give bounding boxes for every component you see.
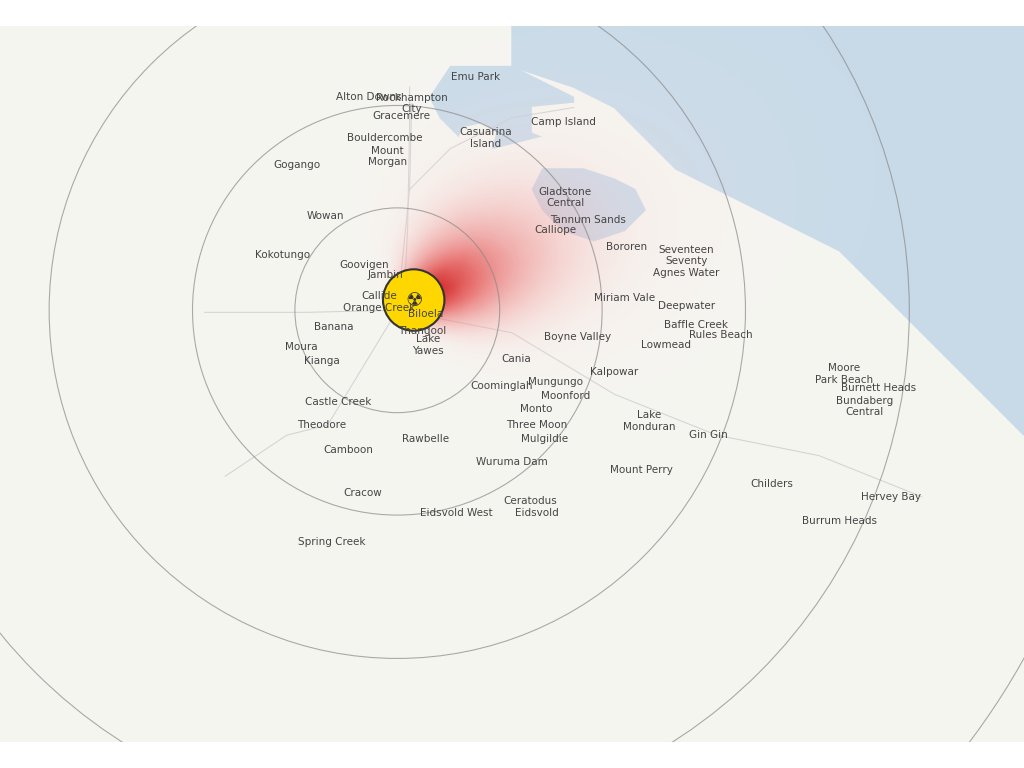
Text: Gogango: Gogango: [273, 160, 321, 170]
Text: Cracow: Cracow: [343, 488, 382, 498]
Text: Childers: Childers: [751, 479, 794, 489]
Text: ☢: ☢: [404, 290, 423, 310]
Text: Burnett Heads: Burnett Heads: [841, 383, 916, 393]
Text: Mount Perry: Mount Perry: [609, 465, 673, 475]
Text: Moore
Park Beach: Moore Park Beach: [815, 363, 872, 385]
Text: Tannum Sands: Tannum Sands: [550, 215, 626, 225]
Text: Alton Downs: Alton Downs: [336, 92, 401, 102]
Text: Kianga: Kianga: [304, 356, 339, 366]
Polygon shape: [430, 67, 573, 148]
Text: Biloela: Biloela: [408, 310, 442, 319]
Text: Jambin: Jambin: [368, 270, 402, 280]
Text: Lake
Yawes: Lake Yawes: [413, 334, 443, 356]
Text: Goovigen: Goovigen: [340, 260, 389, 270]
Text: Mungungo: Mungungo: [527, 377, 583, 387]
Text: Spring Creek: Spring Creek: [298, 537, 366, 547]
Text: Seventeen
Seventy
Agnes Water: Seventeen Seventy Agnes Water: [653, 244, 719, 278]
Text: Casuarina
Island: Casuarina Island: [459, 127, 512, 149]
Text: Ceratodus: Ceratodus: [504, 495, 557, 506]
Polygon shape: [532, 169, 645, 240]
Text: Kalpowar: Kalpowar: [590, 366, 639, 377]
Text: Wowan: Wowan: [307, 211, 344, 221]
Text: Bororen: Bororen: [606, 242, 647, 252]
Text: Boyne Valley: Boyne Valley: [544, 332, 611, 342]
Text: Eidsvold: Eidsvold: [515, 508, 558, 518]
Text: Coominglah: Coominglah: [470, 381, 534, 391]
Text: Mulgildie: Mulgildie: [521, 434, 568, 445]
Text: Moonford: Moonford: [541, 391, 590, 402]
Text: Camp Island: Camp Island: [530, 117, 596, 127]
Text: Gladstone
Central: Gladstone Central: [539, 187, 592, 208]
Text: Cania: Cania: [501, 354, 531, 365]
Text: Emu Park: Emu Park: [451, 71, 500, 82]
Text: Theodore: Theodore: [297, 420, 346, 430]
Text: Burrum Heads: Burrum Heads: [802, 516, 878, 526]
Text: Lowmead: Lowmead: [641, 340, 690, 350]
Text: Wuruma Dam: Wuruma Dam: [476, 457, 548, 467]
Text: Eidsvold West: Eidsvold West: [421, 508, 493, 518]
Text: Banana: Banana: [314, 322, 353, 332]
Text: Rawbelle: Rawbelle: [402, 434, 450, 445]
Text: Three Moon: Three Moon: [506, 420, 567, 430]
Text: Kokotungo: Kokotungo: [255, 250, 310, 260]
Polygon shape: [457, 124, 496, 153]
Text: Bouldercombe: Bouldercombe: [347, 133, 423, 144]
Text: Baffle Creek: Baffle Creek: [665, 319, 728, 329]
Text: Monto: Monto: [520, 403, 553, 414]
Text: Calliope: Calliope: [534, 225, 577, 236]
Text: Mount
Morgan: Mount Morgan: [368, 146, 407, 167]
Text: Moura: Moura: [285, 342, 317, 353]
Text: Gracemere: Gracemere: [373, 111, 430, 121]
Text: Rockhampton
City: Rockhampton City: [376, 93, 447, 114]
Text: Castle Creek: Castle Creek: [305, 397, 371, 408]
Text: Callide
Orange Creek: Callide Orange Creek: [343, 291, 415, 313]
Text: Bundaberg
Central: Bundaberg Central: [836, 396, 893, 417]
Text: Miriam Vale: Miriam Vale: [594, 293, 655, 303]
Polygon shape: [532, 104, 604, 144]
Text: Lake
Monduran: Lake Monduran: [623, 410, 676, 432]
Text: Deepwater: Deepwater: [657, 301, 715, 311]
Polygon shape: [512, 25, 1024, 435]
Text: Thangool: Thangool: [397, 326, 446, 336]
Text: Hervey Bay: Hervey Bay: [861, 492, 921, 502]
Text: Rules Beach: Rules Beach: [689, 329, 753, 340]
Circle shape: [383, 270, 444, 331]
Text: Gin Gin: Gin Gin: [689, 430, 728, 440]
Text: Camboon: Camboon: [324, 445, 373, 455]
